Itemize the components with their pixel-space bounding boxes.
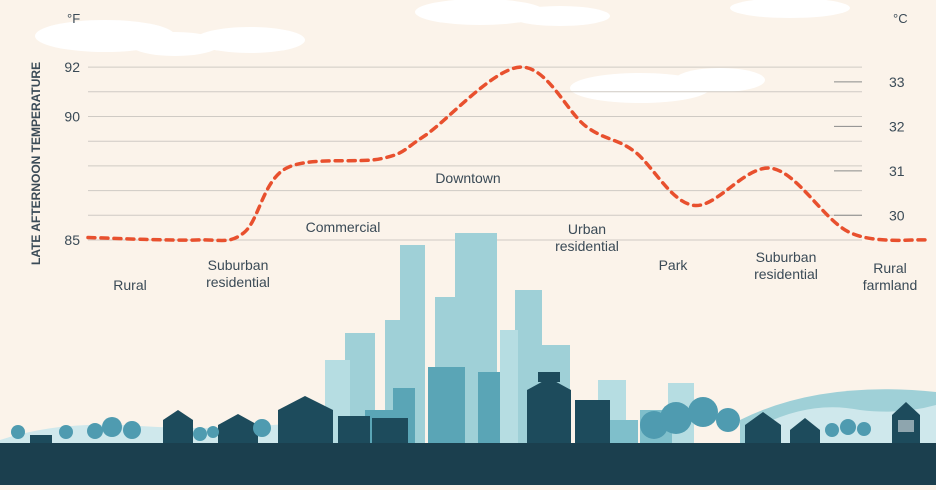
category-label: Rural xyxy=(113,277,146,293)
category-label: Suburban residential xyxy=(206,257,270,290)
right-unit-label: °C xyxy=(893,11,908,26)
right-tick-labels: 30 31 32 33 xyxy=(889,74,905,223)
category-label: Rural farmland xyxy=(863,260,917,293)
right-tick-label: 32 xyxy=(889,118,905,134)
right-tick-marks xyxy=(834,81,862,216)
category-label: Commercial xyxy=(306,219,381,235)
y-axis-label: LATE AFTERNOON TEMPERATURE xyxy=(29,62,43,265)
category-label: Suburban residential xyxy=(754,249,818,282)
left-tick-label: 85 xyxy=(64,232,80,248)
right-tick-label: 33 xyxy=(889,74,905,90)
category-labels: Rural Suburban residential Commercial Downto… xyxy=(113,170,917,293)
left-unit-label: °F xyxy=(67,11,80,26)
left-tick-label: 92 xyxy=(64,59,80,75)
clouds xyxy=(35,0,850,103)
left-tick-label: 90 xyxy=(64,109,80,125)
left-tick-labels: 85 90 92 xyxy=(64,59,80,248)
right-tick-label: 30 xyxy=(889,207,905,223)
right-tick-label: 31 xyxy=(889,163,905,179)
category-label: Urban residential xyxy=(555,221,619,254)
category-label: Park xyxy=(659,257,689,273)
city-skyline-icon xyxy=(0,233,936,485)
category-label: Downtown xyxy=(435,170,500,186)
temperature-line xyxy=(86,65,930,243)
